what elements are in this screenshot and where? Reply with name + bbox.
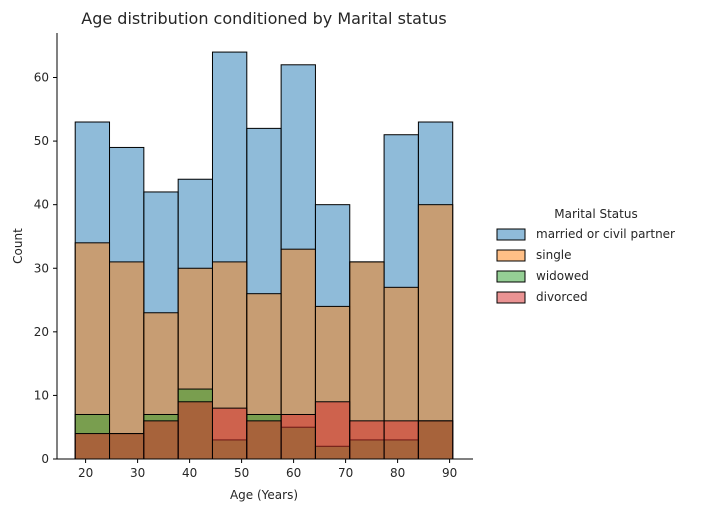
chart-title: Age distribution conditioned by Marital … bbox=[81, 9, 446, 28]
bar-divorced-4 bbox=[211, 407, 248, 460]
x-tick-label: 90 bbox=[442, 466, 457, 480]
legend-label: married or civil partner bbox=[536, 227, 675, 241]
bar-divorced-9 bbox=[383, 420, 419, 460]
bar-divorced-10 bbox=[417, 420, 454, 460]
bar-divorced-1 bbox=[109, 433, 145, 460]
y-tick-label: 50 bbox=[34, 134, 49, 148]
y-tick-label: 10 bbox=[34, 388, 49, 402]
legend-swatch-single bbox=[496, 249, 526, 262]
y-tick-label: 20 bbox=[34, 325, 49, 339]
bar-divorced-2 bbox=[143, 420, 179, 460]
y-tick-label: 60 bbox=[34, 71, 49, 85]
y-tick-label: 40 bbox=[34, 198, 49, 212]
bar-divorced-7 bbox=[314, 401, 351, 460]
y-tick-label: 0 bbox=[41, 452, 49, 466]
bar-single-1 bbox=[109, 261, 145, 460]
legend-label: widowed bbox=[536, 269, 589, 283]
bar-divorced-0 bbox=[74, 433, 111, 460]
legend: Marital Status married or civil partner s… bbox=[496, 207, 675, 304]
bar-single-10 bbox=[417, 204, 454, 460]
y-axis-label: Count bbox=[11, 228, 25, 264]
x-tick-label: 60 bbox=[286, 466, 301, 480]
legend-label: single bbox=[536, 248, 572, 262]
axes-layer: 20 30 40 50 60 70 80 90 0 10 20 30 40 50 60 bbox=[34, 33, 473, 480]
x-tick-label: 80 bbox=[390, 466, 405, 480]
y-tick-label: 30 bbox=[34, 261, 49, 275]
x-tick-label: 70 bbox=[338, 466, 353, 480]
x-tick-label: 50 bbox=[234, 466, 249, 480]
bar-divorced-5 bbox=[246, 420, 282, 460]
x-tick-label: 20 bbox=[78, 466, 93, 480]
bar-divorced-6 bbox=[280, 413, 316, 460]
bar-divorced-3 bbox=[177, 401, 213, 460]
legend-title: Marital Status bbox=[554, 207, 637, 221]
x-axis-label: Age (Years) bbox=[230, 488, 298, 502]
legend-swatch-divorced bbox=[496, 291, 526, 304]
legend-label: divorced bbox=[536, 290, 588, 304]
legend-swatch-married-or-civil-partner bbox=[496, 228, 526, 241]
bar-divorced-8 bbox=[349, 420, 385, 460]
x-tick-label: 40 bbox=[182, 466, 197, 480]
x-tick-label: 30 bbox=[130, 466, 145, 480]
bars-layer bbox=[74, 51, 454, 460]
legend-swatch-widowed bbox=[496, 270, 526, 283]
